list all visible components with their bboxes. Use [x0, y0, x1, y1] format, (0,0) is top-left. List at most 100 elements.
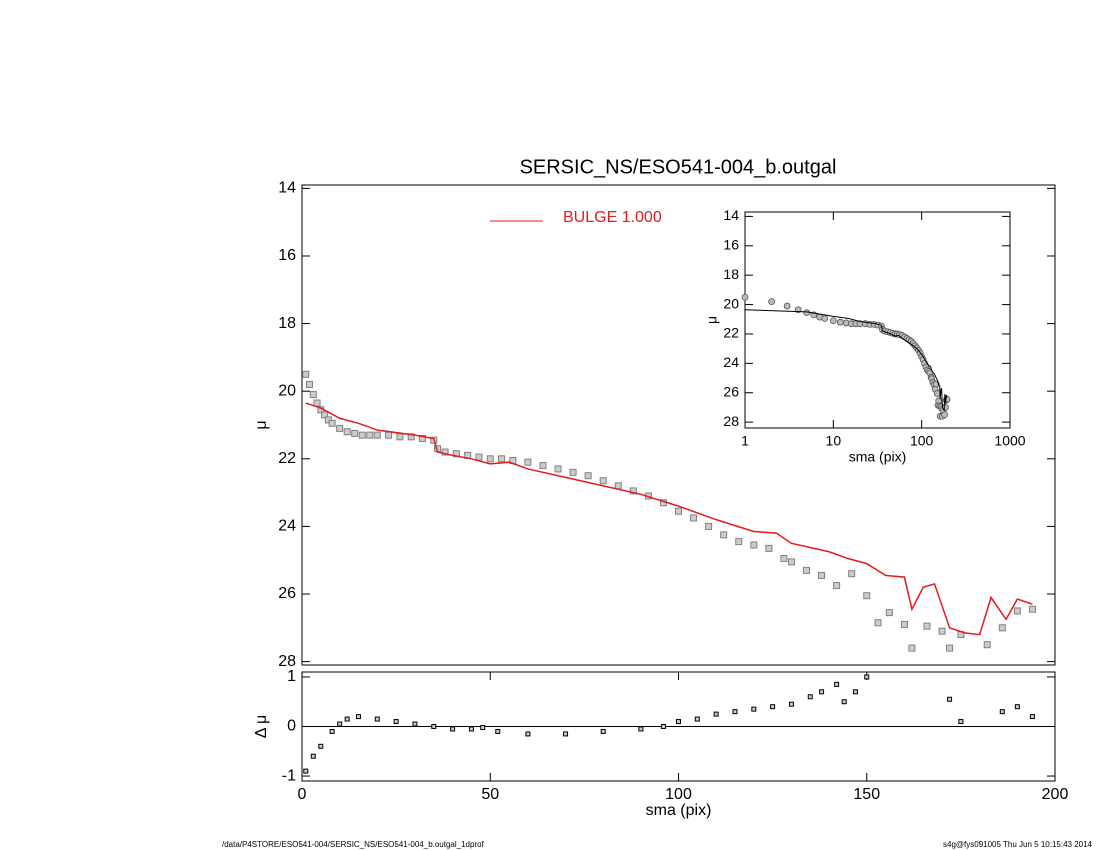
data-point: [318, 743, 324, 749]
data-point: [765, 544, 773, 552]
data-point: [302, 370, 310, 378]
y-tick-label: 1: [287, 668, 296, 685]
data-point: [303, 768, 309, 774]
y-tick-label: 22: [278, 450, 296, 467]
data-point: [923, 622, 931, 630]
data-point: [366, 431, 374, 439]
data-point: [441, 448, 449, 456]
data-point: [600, 728, 606, 734]
data-point: [336, 424, 344, 432]
data-point: [780, 555, 788, 563]
data-point: [539, 462, 547, 470]
data-point: [852, 689, 858, 695]
y-tick-label: 20: [278, 382, 296, 399]
data-point: [329, 728, 335, 734]
data-point: [638, 726, 644, 732]
inset-data-point: [933, 390, 941, 397]
data-point: [343, 428, 351, 436]
data-point: [373, 431, 381, 439]
data-point: [713, 711, 719, 717]
data-point: [751, 706, 757, 712]
inset-data-point: [941, 411, 949, 419]
data-point: [584, 472, 592, 480]
x-tick-label: 1: [741, 433, 749, 449]
data-point: [750, 541, 758, 549]
data-point: [498, 455, 506, 463]
plot-frame: [744, 211, 1011, 429]
data-point: [803, 566, 811, 574]
data-point: [938, 627, 946, 635]
data-point: [374, 716, 380, 722]
footer-right: s4g@fys091005 Thu Jun 5 10:15:43 2014: [943, 840, 1093, 849]
data-point: [770, 704, 776, 710]
data-point: [396, 433, 404, 441]
y-tick-label: 16: [278, 247, 296, 264]
data-point: [676, 719, 681, 725]
data-point: [660, 724, 666, 729]
x-tick-label: 200: [1042, 786, 1069, 803]
data-point: [833, 582, 841, 590]
model-line: [305, 402, 1033, 636]
data-point: [1013, 607, 1021, 615]
data-point: [819, 689, 825, 695]
data-point: [900, 620, 908, 628]
data-point: [569, 468, 577, 476]
y-tick-label: 28: [723, 413, 739, 429]
y-tick-label: 24: [278, 518, 296, 535]
y-tick-label: 26: [278, 585, 296, 602]
data-point: [355, 714, 361, 720]
inset-model-line: [744, 309, 948, 412]
inset-data-point: [836, 318, 844, 326]
data-point: [563, 731, 569, 737]
data-point: [310, 753, 316, 759]
data-point: [863, 592, 871, 600]
y-tick-label: 28: [278, 653, 296, 670]
data-point: [841, 699, 847, 705]
data-point: [999, 709, 1005, 715]
x-axis-label: sma (pix): [849, 449, 907, 465]
y-axis-label: μ: [704, 316, 720, 324]
data-point: [554, 465, 562, 473]
x-tick-label: 100: [910, 433, 934, 449]
y-tick-label: 16: [723, 236, 739, 252]
data-point: [407, 433, 415, 441]
data-point: [599, 477, 607, 485]
data-point: [864, 674, 870, 680]
data-point: [705, 522, 713, 530]
data-point: [431, 724, 437, 729]
x-tick-label: 1000: [994, 433, 1025, 449]
data-point: [807, 694, 813, 700]
data-point: [732, 709, 738, 715]
data-point: [1028, 605, 1036, 613]
data-point: [475, 453, 483, 461]
data-point: [328, 419, 336, 427]
data-point: [788, 701, 794, 707]
data-point: [321, 411, 329, 419]
data-point: [1029, 714, 1035, 720]
x-tick-label: 150: [853, 786, 880, 803]
x-tick-label: 0: [298, 786, 307, 803]
x-tick-label: 100: [665, 786, 692, 803]
data-point: [412, 721, 418, 727]
legend-label: BULGE 1.000: [563, 209, 662, 226]
data-point: [313, 399, 321, 407]
inset-data-point: [783, 302, 791, 310]
data-point: [690, 514, 698, 522]
y-tick-label: 14: [723, 207, 739, 223]
data-point: [720, 531, 728, 539]
footer-left: /data/P4STORE/ESO541-004/SERSIC_NS/ESO54…: [222, 840, 485, 849]
y-tick-label: -1: [282, 767, 296, 784]
data-point: [998, 624, 1006, 632]
x-axis-label: sma (pix): [646, 802, 712, 819]
data-point: [787, 558, 795, 566]
data-point: [418, 435, 426, 443]
data-point: [908, 644, 916, 652]
data-point: [885, 609, 893, 617]
data-point: [694, 716, 700, 722]
data-point: [818, 571, 826, 579]
data-point: [393, 719, 399, 725]
data-point: [480, 724, 486, 730]
data-point: [385, 431, 393, 439]
inset-data-point: [821, 315, 829, 322]
